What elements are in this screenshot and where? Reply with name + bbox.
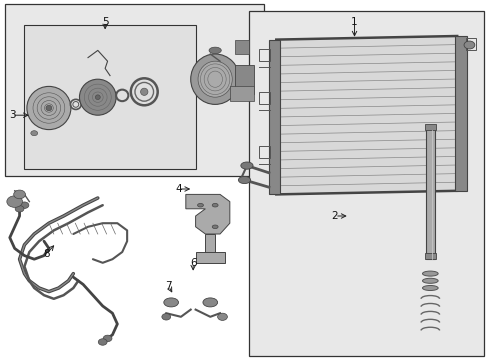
Text: 2: 2	[331, 211, 338, 221]
Ellipse shape	[217, 313, 227, 320]
Ellipse shape	[463, 41, 474, 49]
Ellipse shape	[422, 278, 437, 283]
Ellipse shape	[212, 225, 218, 229]
Ellipse shape	[80, 79, 116, 115]
Ellipse shape	[15, 206, 24, 212]
Bar	[5, 4, 264, 176]
Ellipse shape	[422, 271, 437, 276]
Bar	[259, 49, 269, 61]
Bar	[426, 126, 434, 259]
Text: 3: 3	[9, 110, 16, 120]
Polygon shape	[276, 36, 456, 194]
Ellipse shape	[20, 202, 29, 208]
Text: 5: 5	[102, 17, 108, 27]
Bar	[229, 86, 254, 101]
Ellipse shape	[208, 47, 221, 54]
Ellipse shape	[141, 88, 147, 95]
Ellipse shape	[46, 105, 52, 111]
Polygon shape	[195, 252, 224, 263]
Polygon shape	[185, 194, 229, 234]
Bar	[234, 40, 249, 54]
Bar	[465, 38, 475, 50]
Ellipse shape	[103, 335, 112, 342]
Text: 4: 4	[175, 184, 182, 194]
Bar	[234, 65, 254, 94]
Bar	[268, 40, 279, 194]
Ellipse shape	[197, 203, 203, 207]
Ellipse shape	[190, 54, 239, 104]
Ellipse shape	[422, 285, 437, 291]
Bar	[425, 253, 435, 259]
Bar	[249, 11, 483, 356]
Ellipse shape	[238, 176, 250, 184]
Ellipse shape	[7, 196, 22, 207]
Ellipse shape	[240, 162, 252, 169]
Bar	[259, 146, 269, 158]
Ellipse shape	[163, 298, 178, 307]
Polygon shape	[205, 234, 215, 252]
Ellipse shape	[98, 339, 107, 345]
Ellipse shape	[212, 203, 218, 207]
Text: 8: 8	[43, 249, 50, 259]
Bar	[425, 124, 435, 130]
Ellipse shape	[31, 131, 38, 136]
Text: 7: 7	[165, 281, 172, 291]
Ellipse shape	[14, 190, 25, 199]
Text: 1: 1	[350, 17, 357, 27]
Ellipse shape	[162, 314, 170, 320]
Ellipse shape	[203, 298, 217, 307]
Ellipse shape	[95, 95, 100, 99]
Bar	[259, 92, 269, 104]
Bar	[24, 25, 195, 169]
Ellipse shape	[198, 61, 232, 97]
Ellipse shape	[27, 86, 71, 130]
Bar	[454, 36, 466, 191]
Text: 6: 6	[189, 258, 196, 268]
